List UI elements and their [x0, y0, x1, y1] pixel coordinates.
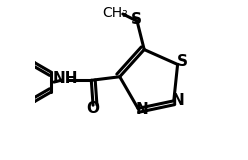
Text: N: N — [136, 102, 149, 117]
Text: S: S — [177, 54, 187, 69]
Text: S: S — [131, 12, 142, 27]
Text: NH: NH — [53, 71, 78, 86]
Text: CH₃: CH₃ — [102, 6, 128, 20]
Text: O: O — [87, 101, 99, 116]
Text: N: N — [172, 93, 185, 108]
